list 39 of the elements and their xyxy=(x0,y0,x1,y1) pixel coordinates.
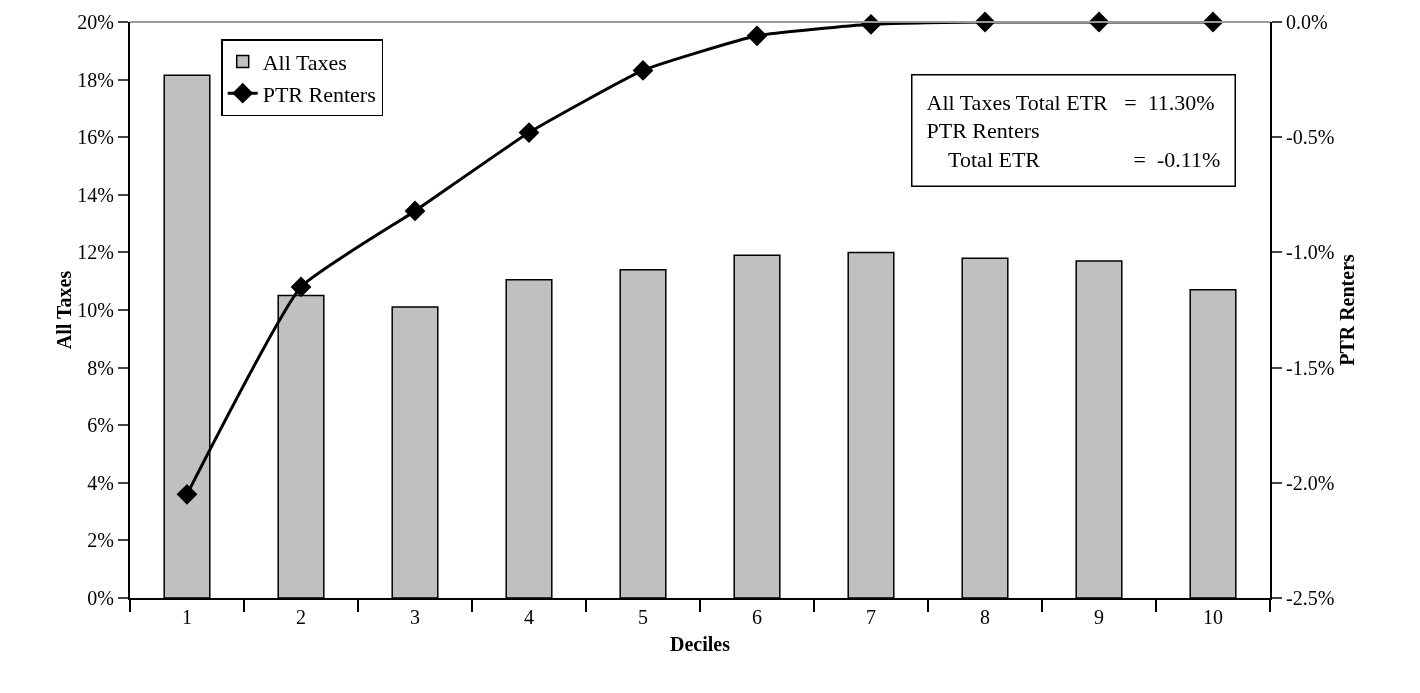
x-tick-label: 1 xyxy=(182,606,192,628)
x-tick-label: 5 xyxy=(638,606,648,628)
y-tick-label: 4% xyxy=(87,471,114,494)
y2-tick-label: -0.5% xyxy=(1286,126,1335,149)
point xyxy=(404,200,426,222)
y-tick-label: 2% xyxy=(87,529,114,552)
y2-axis-title: PTR Renters xyxy=(1336,253,1359,366)
y-tick-label: 6% xyxy=(87,414,114,437)
legend-label: All Taxes xyxy=(262,50,347,76)
y-tick-label: 18% xyxy=(77,68,114,91)
point xyxy=(746,25,768,47)
x-tick-label: 6 xyxy=(752,606,762,628)
y-tick-label: 8% xyxy=(87,356,114,379)
x-tick-label: 8 xyxy=(980,606,990,628)
x-tick-label: 3 xyxy=(410,606,420,628)
point xyxy=(518,122,540,143)
y-tick-label: 14% xyxy=(77,183,114,206)
x-tick-label: 9 xyxy=(1094,606,1104,628)
y-tick-label: 12% xyxy=(77,241,114,264)
y-tick-label: 16% xyxy=(77,126,114,149)
y-tick-label: 0% xyxy=(87,587,114,609)
y2-tick-label: -2.5% xyxy=(1286,587,1335,609)
x-tick-label: 2 xyxy=(296,606,306,628)
legend-label: PTR Renters xyxy=(262,81,376,107)
x-tick-label: 4 xyxy=(524,606,534,628)
y2-tick-label: 0.0% xyxy=(1286,11,1328,33)
x-axis-title: Deciles xyxy=(670,633,731,655)
annotation: All Taxes Total ETR = 11.30% PTR Renters Total ETR = -0.11% xyxy=(926,89,1221,172)
y2-tick-label: -1.0% xyxy=(1286,241,1335,264)
x-tick-label: 7 xyxy=(866,606,876,628)
y-tick-label: 10% xyxy=(77,299,114,321)
y-axis-title: All Taxes xyxy=(53,270,76,350)
y2-tick-label: -1.5% xyxy=(1286,356,1335,379)
y2-tick-label: -2.0% xyxy=(1286,471,1335,494)
point xyxy=(290,276,312,298)
x-tick-label: 10 xyxy=(1203,606,1223,628)
point xyxy=(632,59,654,81)
y-tick-label: 20% xyxy=(77,11,114,33)
point xyxy=(176,483,198,505)
